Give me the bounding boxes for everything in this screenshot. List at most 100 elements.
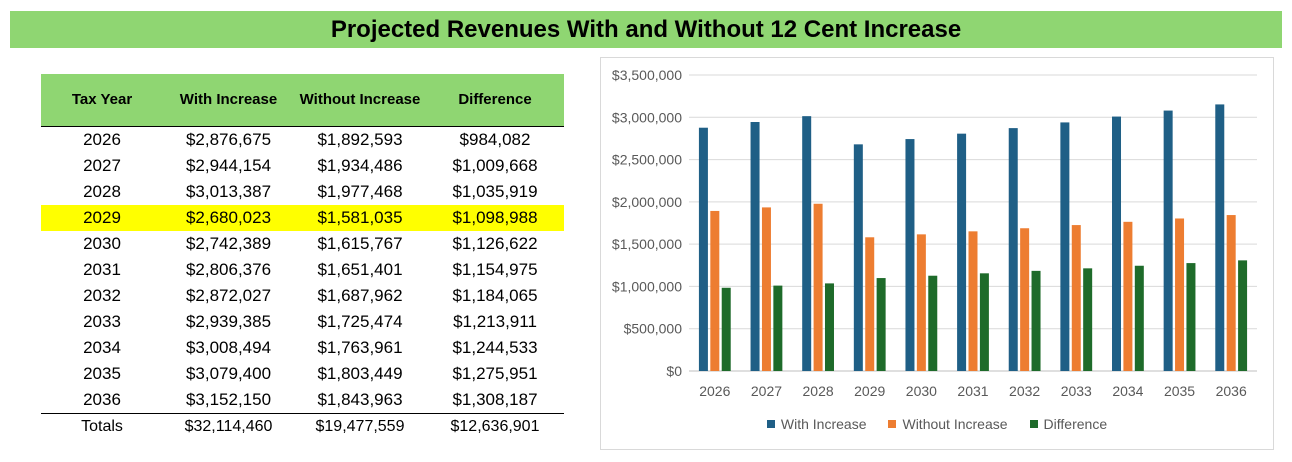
bar-without-increase-2026 xyxy=(710,210,720,371)
y-tick-label: $500,000 xyxy=(624,321,683,337)
y-tick-label: $0 xyxy=(666,363,682,379)
bar-without-increase-2029 xyxy=(865,237,875,371)
bar-with-increase-2028 xyxy=(802,116,812,371)
legend-label: Without Increase xyxy=(902,416,1008,432)
table-header-row: Tax Year With Increase Without Increase … xyxy=(41,74,564,127)
table-row: 2036 $3,152,150 $1,843,963 $1,308,187 xyxy=(41,387,564,414)
y-tick-label: $3,500,000 xyxy=(612,67,682,83)
x-tick-label: 2033 xyxy=(1061,383,1092,399)
bar-with-increase-2031 xyxy=(957,133,967,371)
bar-with-increase-2027 xyxy=(750,122,760,371)
header-with-increase: With Increase xyxy=(163,74,294,127)
bar-without-increase-2028 xyxy=(813,203,823,371)
header-tax-year: Tax Year xyxy=(41,74,163,127)
header-difference: Difference xyxy=(426,74,564,127)
cell-tax-year: 2028 xyxy=(83,182,121,201)
cell-difference: $1,184,065 xyxy=(452,286,538,305)
cell-with-increase: $3,008,494 xyxy=(185,338,272,357)
cell-without-increase: $1,977,468 xyxy=(317,182,403,201)
cell-without-increase: $1,615,767 xyxy=(317,234,403,253)
cell-without-increase: $1,687,962 xyxy=(317,286,403,305)
bar-without-increase-2036 xyxy=(1226,215,1236,371)
bar-with-increase-2036 xyxy=(1215,104,1225,372)
legend-label: With Increase xyxy=(780,416,867,432)
bar-without-increase-2027 xyxy=(761,207,771,371)
revenue-table: Tax Year With Increase Without Increase … xyxy=(41,74,564,440)
y-tick-label: $3,000,000 xyxy=(612,109,682,125)
bar-difference-2028 xyxy=(824,283,834,371)
bar-with-increase-2032 xyxy=(1008,128,1018,371)
cell-with-increase: $2,939,385 xyxy=(185,312,272,331)
bar-without-increase-2034 xyxy=(1123,221,1133,371)
x-tick-label: 2034 xyxy=(1112,383,1143,399)
legend-swatch xyxy=(766,420,775,428)
cell-tax-year: 2027 xyxy=(83,156,121,175)
bar-difference-2027 xyxy=(773,285,783,371)
cell-tax-year: 2036 xyxy=(83,390,121,409)
legend-item: Without Increase xyxy=(888,416,1008,432)
x-tick-label: 2026 xyxy=(699,383,730,399)
cell-without-increase: $1,843,963 xyxy=(317,390,403,409)
cell-tax-year: 2029 xyxy=(41,205,163,231)
cell-tax-year: 2034 xyxy=(83,338,121,357)
cell-difference: $984,082 xyxy=(459,130,531,149)
bar-difference-2031 xyxy=(979,273,989,371)
table-row: 2029 $2,680,023 $1,581,035 $1,098,988 xyxy=(41,205,564,231)
cell-tax-year: 2033 xyxy=(83,312,121,331)
bar-with-increase-2033 xyxy=(1060,122,1070,371)
x-tick-label: 2036 xyxy=(1216,383,1247,399)
cell-with-increase: $2,944,154 xyxy=(185,156,272,175)
table-row: 2027 $2,944,154 $1,934,486 $1,009,668 xyxy=(41,153,564,179)
table-row: 2030 $2,742,389 $1,615,767 $1,126,622 xyxy=(41,231,564,257)
cell-without-increase: $1,934,486 xyxy=(317,156,403,175)
cell-difference: $1,244,533 xyxy=(452,338,538,357)
bar-difference-2033 xyxy=(1083,268,1093,371)
bar-without-increase-2032 xyxy=(1020,228,1030,371)
bar-with-increase-2034 xyxy=(1112,116,1122,371)
totals-with-increase: $32,114,460 xyxy=(163,413,294,440)
cell-difference: $1,126,622 xyxy=(452,234,538,253)
y-tick-label: $1,000,000 xyxy=(612,278,682,294)
x-tick-label: 2035 xyxy=(1164,383,1195,399)
bar-difference-2026 xyxy=(721,287,731,371)
bar-difference-2035 xyxy=(1186,263,1196,371)
cell-without-increase: $1,763,961 xyxy=(317,338,403,357)
cell-with-increase: $3,152,150 xyxy=(185,390,272,409)
totals-row: Totals $32,114,460 $19,477,559 $12,636,9… xyxy=(41,413,564,440)
cell-with-increase: $2,876,675 xyxy=(185,130,272,149)
table-row: 2035 $3,079,400 $1,803,449 $1,275,951 xyxy=(41,361,564,387)
cell-with-increase: $3,079,400 xyxy=(185,364,272,383)
legend-swatch xyxy=(888,420,897,428)
bar-difference-2032 xyxy=(1031,270,1041,371)
totals-without-increase: $19,477,559 xyxy=(294,413,426,440)
x-tick-label: 2029 xyxy=(854,383,885,399)
cell-difference: $1,213,911 xyxy=(453,312,537,331)
bar-difference-2036 xyxy=(1238,260,1248,371)
cell-tax-year: 2035 xyxy=(83,364,121,383)
table-row: 2034 $3,008,494 $1,763,961 $1,244,533 xyxy=(41,335,564,361)
bar-with-increase-2026 xyxy=(698,127,708,371)
cell-difference: $1,308,187 xyxy=(452,390,538,409)
x-tick-label: 2031 xyxy=(957,383,988,399)
bar-without-increase-2033 xyxy=(1071,225,1081,371)
cell-with-increase: $2,872,027 xyxy=(185,286,272,305)
totals-label: Totals xyxy=(41,413,163,440)
totals-difference: $12,636,901 xyxy=(426,413,564,440)
legend-item: With Increase xyxy=(766,416,867,432)
bar-with-increase-2029 xyxy=(853,144,863,371)
cell-without-increase: $1,803,449 xyxy=(317,364,403,383)
cell-without-increase: $1,581,035 xyxy=(294,205,426,231)
bar-without-increase-2030 xyxy=(916,234,926,371)
cell-tax-year: 2026 xyxy=(83,130,121,149)
bar-without-increase-2031 xyxy=(968,231,978,371)
header-without-increase: Without Increase xyxy=(294,74,426,127)
cell-tax-year: 2032 xyxy=(83,286,121,305)
cell-without-increase: $1,651,401 xyxy=(317,260,403,279)
table-row: 2031 $2,806,376 $1,651,401 $1,154,975 xyxy=(41,257,564,283)
table-row: 2026 $2,876,675 $1,892,593 $984,082 xyxy=(41,127,564,154)
y-tick-label: $2,000,000 xyxy=(612,194,682,210)
cell-difference: $1,035,919 xyxy=(452,182,538,201)
bar-difference-2029 xyxy=(876,278,886,371)
cell-without-increase: $1,725,474 xyxy=(317,312,403,331)
cell-tax-year: 2030 xyxy=(83,234,121,253)
